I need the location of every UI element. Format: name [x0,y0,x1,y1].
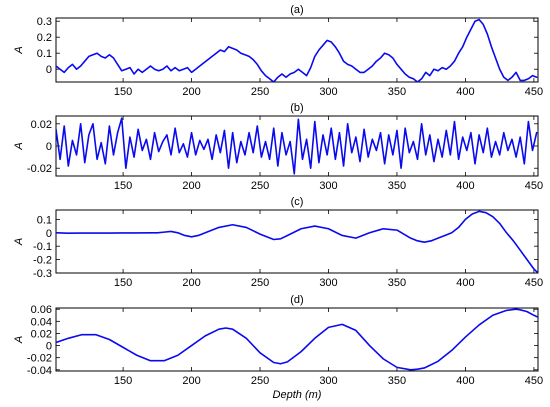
panel-d-ytick-label: 0.02 [31,328,52,340]
panel-d-xtick-label: 300 [319,375,337,387]
panel-a-ytick-label: 0.1 [37,48,52,60]
panel-b-xtick-label: 450 [525,180,543,192]
panel-a-xtick-label: 400 [456,86,474,98]
panel-c-xtick-label: 200 [182,277,200,289]
panel-a-title: (a) [290,4,303,16]
panel-b: 150 200 250 300 350 400 450 -0.02 0 0.02 (b) A [13,102,543,192]
panel-c-ytick-label: -0.1 [33,241,52,253]
panel-d-xtick-label: 450 [525,375,543,387]
panel-c: 150 200 250 300 350 400 450 -0.3-0.2 -0.10 0.1 (c)… [13,196,543,289]
panel-b-xtick-label: 300 [319,180,337,192]
panel-a-xtick-label: 150 [114,86,132,98]
panel-c-ytick-label: 0 [46,228,52,240]
panel-a-ylabel: A [13,46,25,54]
panel-c-series-line [56,210,538,273]
panel-d-xlabel: Depth (m) [273,389,322,401]
panel-b-series-line [56,117,538,175]
panel-d-ytick-label: 0.06 [31,304,52,316]
panel-b-xtick-label: 400 [456,180,474,192]
panel-c-ytick-label: 0.1 [37,214,52,226]
panel-d-xtick-label: 400 [456,375,474,387]
panel-b-xtick-label: 200 [182,180,200,192]
panel-c-xtick-label: 350 [388,277,406,289]
panel-b-xtick-label: 150 [114,180,132,192]
panel-a-frame [55,17,539,83]
panel-c-xtick-label: 150 [114,277,132,289]
panel-b-xtick-label: 350 [388,180,406,192]
panel-d-xtick-label: 250 [251,375,269,387]
panel-a-ytick-label: 0.2 [37,32,52,44]
panel-d-xtick-label: 200 [182,375,200,387]
panel-c-xtick-label: 400 [456,277,474,289]
panel-a: 150 200 250 300 350 400 450 0 0.1 0.2 0.3 (a) A [13,4,543,98]
panel-c-xtick-label: 450 [525,277,543,289]
panel-d-frame [55,307,539,372]
panel-c-xtick-label: 300 [319,277,337,289]
panel-d-series-line [56,308,538,371]
panel-a-ytick-label: 0.3 [37,16,52,28]
panel-c-ytick-label: -0.3 [33,268,52,280]
panel-a-ytick-label: 0 [46,64,52,76]
panel-a-xtick-label: 200 [182,86,200,98]
panel-b-ytick-label: -0.02 [27,163,52,175]
panel-a-series-line [56,18,538,82]
panel-d-ytick-label: 0.04 [31,316,52,328]
panel-d: 150 200 250 300 350 400 450 -0.04-0.0200.020.04… [13,294,543,401]
panel-b-ylabel: A [13,142,25,150]
panel-b-title: (b) [290,102,303,114]
panel-c-ytick-label: -0.2 [33,255,52,267]
panel-c-title: (c) [291,196,304,208]
panel-a-xtick-label: 450 [525,86,543,98]
panel-c-xtick-label: 250 [251,277,269,289]
panel-c-ylabel: A [13,238,25,246]
panel-d-title: (d) [290,294,303,306]
panel-d-xtick-label: 150 [114,375,132,387]
panel-d-ytick-label: -0.02 [27,353,52,365]
panel-d-ylabel: A [13,336,25,344]
panel-b-xtick-label: 250 [251,180,269,192]
panel-a-xtick-label: 350 [388,86,406,98]
panel-d-ytick-label: -0.04 [27,365,52,377]
panel-a-xtick-label: 250 [251,86,269,98]
panel-d-xtick-label: 350 [388,375,406,387]
panel-d-ytick-label: 0 [46,341,52,353]
panel-b-ytick-label: 0.02 [31,119,52,131]
panel-c-frame [55,209,539,274]
panel-b-ytick-label: 0 [46,141,52,153]
panel-a-xtick-label: 300 [319,86,337,98]
